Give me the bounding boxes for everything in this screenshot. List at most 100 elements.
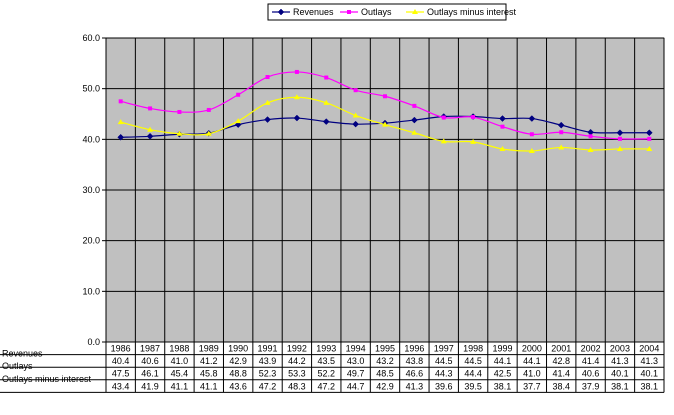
table-value: 52.3: [259, 369, 277, 379]
table-value: 44.1: [523, 356, 541, 366]
data-point: [588, 134, 593, 139]
table-value: 41.4: [552, 369, 570, 379]
legend-box: [267, 3, 507, 21]
data-point: [146, 132, 154, 140]
data-point: [205, 130, 212, 136]
table-value: 44.1: [494, 356, 512, 366]
legend-label: Revenues: [293, 7, 334, 17]
data-point: [499, 145, 506, 151]
table-value: 44.7: [347, 381, 365, 391]
table-value: 41.9: [141, 381, 159, 391]
data-point: [559, 130, 564, 135]
y-tick-label: 30.0: [82, 185, 100, 195]
legend-swatch-marker: [277, 8, 285, 16]
table-value: 41.0: [171, 356, 189, 366]
y-tick-label: 40.0: [82, 134, 100, 144]
table-value: 46.1: [141, 369, 159, 379]
table-value: 41.0: [523, 369, 541, 379]
table-value: 40.6: [582, 369, 600, 379]
data-point: [265, 75, 270, 80]
legend-label: Outlays minus interest: [427, 7, 517, 17]
data-point: [645, 129, 653, 137]
data-point: [529, 132, 534, 137]
table-value: 48.3: [288, 381, 306, 391]
data-point: [264, 116, 271, 123]
table-value: 41.3: [641, 356, 659, 366]
table-value: 43.2: [376, 356, 394, 366]
data-point: [382, 121, 388, 127]
data-point: [353, 88, 358, 93]
data-point: [616, 129, 624, 137]
data-point: [441, 115, 446, 120]
data-point: [117, 133, 125, 141]
table-value: 44.2: [288, 356, 306, 366]
table-value: 43.0: [347, 356, 365, 366]
x-tick-label: 2001: [551, 344, 571, 354]
data-point: [352, 112, 359, 118]
data-point: [558, 144, 565, 150]
data-point: [500, 124, 505, 129]
table-value: 49.7: [347, 369, 365, 379]
table-value: 38.1: [494, 381, 512, 391]
table-value: 41.3: [611, 356, 629, 366]
x-tick-label: 1988: [169, 344, 189, 354]
data-point: [383, 94, 387, 99]
y-tick-label: 50.0: [82, 84, 100, 94]
data-point: [147, 126, 154, 132]
table-series-name: Outlays: [2, 361, 33, 371]
table-value: 40.4: [112, 356, 130, 366]
table-value: 41.4: [582, 356, 600, 366]
table-value: 41.1: [171, 381, 189, 391]
x-tick-label: 1990: [228, 344, 248, 354]
data-point: [235, 118, 242, 124]
data-point: [234, 121, 242, 128]
data-point: [647, 136, 652, 141]
data-point: [528, 147, 535, 153]
table-value: 43.4: [112, 381, 130, 391]
data-point: [206, 107, 211, 112]
x-tick-label: 1991: [258, 344, 278, 354]
data-point: [176, 130, 183, 136]
x-tick-label: 2000: [522, 344, 542, 354]
table-series-name: Outlays minus interest: [2, 374, 92, 384]
x-tick-label: 1994: [346, 344, 366, 354]
table-value: 43.8: [406, 356, 424, 366]
table-value: 44.3: [435, 369, 453, 379]
x-tick-label: 1995: [375, 344, 395, 354]
data-point: [412, 103, 417, 108]
data-point: [499, 115, 506, 122]
table-value: 45.4: [171, 369, 189, 379]
data-point: [470, 138, 477, 144]
table-value: 48.5: [376, 369, 394, 379]
table-value: 41.1: [200, 381, 218, 391]
data-point: [118, 99, 123, 104]
data-point: [117, 119, 124, 125]
table-value: 44.5: [464, 356, 482, 366]
table-value: 43.6: [229, 381, 247, 391]
data-point: [177, 109, 182, 114]
table-series-name: Revenues: [2, 349, 43, 359]
data-point: [264, 99, 271, 105]
table-value: 37.9: [582, 381, 600, 391]
data-point: [411, 116, 418, 124]
table-value: 40.1: [641, 369, 659, 379]
table-value: 39.6: [435, 381, 453, 391]
data-point: [293, 114, 301, 122]
data-point: [471, 115, 476, 120]
table-value: 48.8: [229, 369, 247, 379]
table-value: 42.9: [229, 356, 247, 366]
y-tick-label: 20.0: [82, 236, 100, 246]
table-value: 47.2: [317, 381, 335, 391]
data-point: [294, 69, 299, 74]
data-point: [616, 145, 623, 151]
table-value: 52.2: [317, 369, 335, 379]
table-value: 42.5: [494, 369, 512, 379]
x-tick-label: 1999: [492, 344, 512, 354]
data-point: [293, 94, 300, 100]
table-value: 44.4: [464, 369, 482, 379]
data-point: [324, 75, 329, 80]
y-tick-label: 0.0: [87, 337, 100, 347]
table-value: 53.3: [288, 369, 306, 379]
table-value: 37.7: [523, 381, 541, 391]
